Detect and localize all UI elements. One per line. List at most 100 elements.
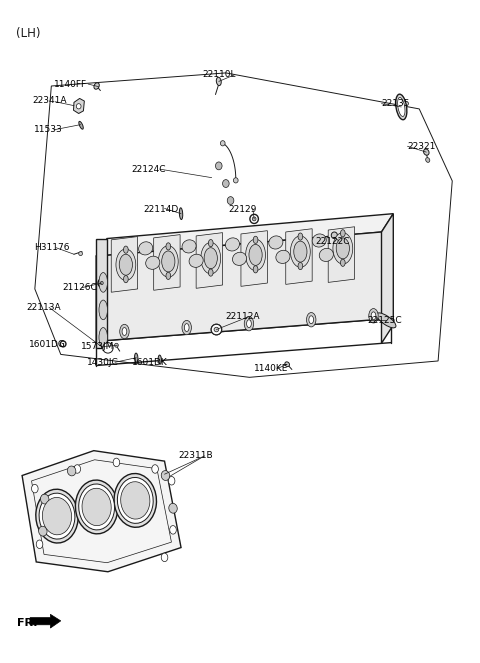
Ellipse shape <box>246 239 265 271</box>
Ellipse shape <box>74 465 81 473</box>
Ellipse shape <box>269 236 283 249</box>
Ellipse shape <box>250 214 258 223</box>
Ellipse shape <box>290 236 310 267</box>
Ellipse shape <box>32 485 38 493</box>
Ellipse shape <box>60 341 66 347</box>
Ellipse shape <box>162 251 175 272</box>
Polygon shape <box>196 233 223 288</box>
Ellipse shape <box>253 266 258 273</box>
Ellipse shape <box>298 233 303 240</box>
Ellipse shape <box>123 276 128 282</box>
Text: 21126C: 21126C <box>62 283 97 292</box>
Text: 22129: 22129 <box>228 205 257 213</box>
Ellipse shape <box>371 312 376 320</box>
Ellipse shape <box>216 162 222 170</box>
Text: 1430JC: 1430JC <box>87 358 119 367</box>
Polygon shape <box>241 231 267 286</box>
Ellipse shape <box>118 477 153 523</box>
Ellipse shape <box>146 256 160 269</box>
Ellipse shape <box>244 316 253 331</box>
Ellipse shape <box>119 254 132 275</box>
Ellipse shape <box>216 78 221 86</box>
Ellipse shape <box>232 252 247 265</box>
Ellipse shape <box>423 149 429 155</box>
Ellipse shape <box>312 234 326 247</box>
Text: 1140KE: 1140KE <box>254 364 288 373</box>
Text: 22110L: 22110L <box>202 70 236 80</box>
Text: 22135: 22135 <box>382 99 410 108</box>
Ellipse shape <box>319 249 334 261</box>
Ellipse shape <box>369 308 378 323</box>
Text: 22122C: 22122C <box>315 237 350 246</box>
Ellipse shape <box>79 121 83 129</box>
Ellipse shape <box>285 362 289 367</box>
Text: 22321: 22321 <box>408 142 436 151</box>
Ellipse shape <box>204 248 217 269</box>
Ellipse shape <box>99 272 108 292</box>
Text: 22113A: 22113A <box>26 303 61 312</box>
Ellipse shape <box>184 324 189 332</box>
Text: 1573JM: 1573JM <box>81 342 114 351</box>
Ellipse shape <box>252 217 256 221</box>
Ellipse shape <box>169 503 177 513</box>
Ellipse shape <box>139 242 153 255</box>
Ellipse shape <box>298 263 303 270</box>
Ellipse shape <box>99 328 108 347</box>
Ellipse shape <box>113 458 120 467</box>
Polygon shape <box>328 227 355 282</box>
Ellipse shape <box>76 103 81 109</box>
Text: 22125C: 22125C <box>367 316 402 325</box>
Ellipse shape <box>168 477 175 485</box>
Polygon shape <box>154 235 180 290</box>
Ellipse shape <box>336 238 349 259</box>
Ellipse shape <box>122 328 127 335</box>
Ellipse shape <box>99 300 108 320</box>
Polygon shape <box>286 229 312 284</box>
Ellipse shape <box>98 279 106 287</box>
Ellipse shape <box>340 259 345 267</box>
Text: 22112A: 22112A <box>226 312 260 321</box>
Ellipse shape <box>233 178 238 183</box>
Ellipse shape <box>120 482 150 519</box>
Polygon shape <box>111 237 138 292</box>
Ellipse shape <box>36 540 43 548</box>
Ellipse shape <box>170 526 176 534</box>
Ellipse shape <box>103 343 113 353</box>
Ellipse shape <box>158 355 161 364</box>
Ellipse shape <box>38 526 47 536</box>
Ellipse shape <box>180 208 183 219</box>
Ellipse shape <box>82 488 111 526</box>
Ellipse shape <box>161 471 170 481</box>
Ellipse shape <box>39 493 75 539</box>
Ellipse shape <box>75 480 118 534</box>
Ellipse shape <box>333 233 353 264</box>
Polygon shape <box>22 451 181 572</box>
Ellipse shape <box>331 232 337 239</box>
Ellipse shape <box>79 484 115 530</box>
Ellipse shape <box>223 180 229 188</box>
Ellipse shape <box>220 141 225 146</box>
Ellipse shape <box>396 94 407 120</box>
Ellipse shape <box>152 465 158 473</box>
Polygon shape <box>96 213 393 256</box>
Text: H31176: H31176 <box>34 243 70 252</box>
Text: 22114D: 22114D <box>144 206 179 214</box>
Ellipse shape <box>309 316 313 324</box>
Text: (LH): (LH) <box>16 27 40 40</box>
Text: 22311B: 22311B <box>179 452 213 460</box>
Ellipse shape <box>182 320 192 335</box>
Ellipse shape <box>226 238 240 251</box>
Ellipse shape <box>166 272 171 279</box>
Polygon shape <box>30 615 61 628</box>
Ellipse shape <box>376 313 396 328</box>
Ellipse shape <box>158 246 178 277</box>
Text: 1601DG: 1601DG <box>29 340 66 349</box>
Ellipse shape <box>426 158 430 162</box>
Text: 22124C: 22124C <box>132 164 166 174</box>
Polygon shape <box>96 232 391 341</box>
Ellipse shape <box>208 239 213 247</box>
Polygon shape <box>96 239 107 348</box>
Ellipse shape <box>116 249 136 280</box>
Ellipse shape <box>94 83 99 90</box>
Ellipse shape <box>253 236 258 243</box>
